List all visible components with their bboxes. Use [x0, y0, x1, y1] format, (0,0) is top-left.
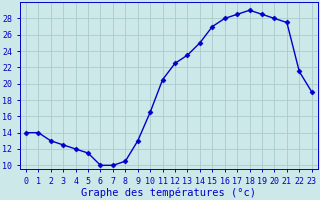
X-axis label: Graphe des températures (°c): Graphe des températures (°c) — [81, 187, 256, 198]
